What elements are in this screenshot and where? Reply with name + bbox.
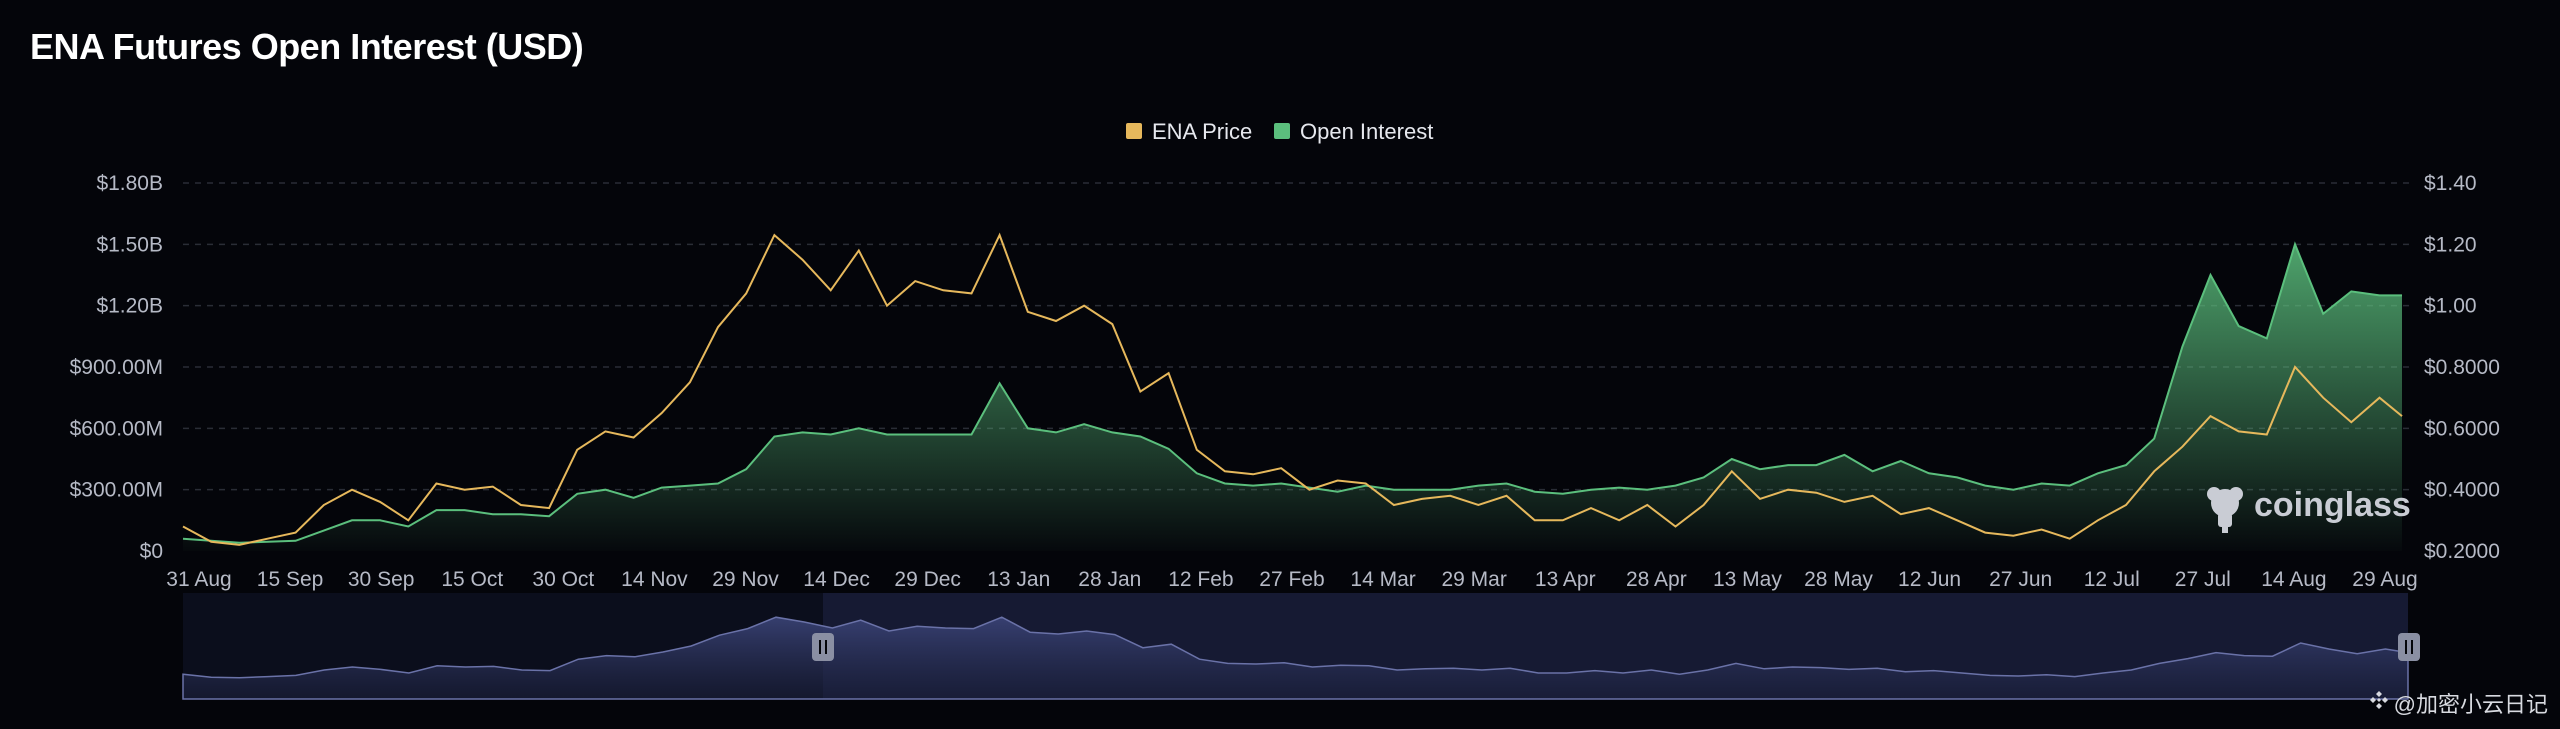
- x-tick-label: 13 May: [1713, 568, 1782, 591]
- ena-price-line: [182, 232, 2403, 546]
- x-tick-label: 30 Oct: [532, 568, 594, 591]
- right-tick-label: $1.40: [2424, 172, 2477, 195]
- left-tick-label: $0: [140, 540, 163, 563]
- left-tick-label: $1.80B: [96, 172, 163, 195]
- grid-lines: [183, 182, 2410, 491]
- navigator-handle-left[interactable]: [812, 633, 834, 661]
- x-tick-label: 28 Jan: [1078, 568, 1141, 591]
- right-tick-label: $0.8000: [2424, 356, 2500, 379]
- x-tick-label: 31 Aug: [166, 568, 231, 591]
- navigator-area: [182, 616, 2409, 700]
- x-tick-label: 27 Jun: [1989, 568, 2052, 591]
- x-tick-label: 29 Nov: [712, 568, 779, 591]
- x-tick-label: 27 Jul: [2175, 568, 2231, 591]
- x-tick-label: 15 Oct: [441, 568, 503, 591]
- x-tick-label: 14 Nov: [621, 568, 688, 591]
- x-tick-label: 12 Feb: [1168, 568, 1233, 591]
- coinglass-logo: coinglass: [2207, 486, 2411, 533]
- x-tick-label: 28 Apr: [1626, 568, 1687, 591]
- right-axis: $0.2000 $0.4000 $0.6000 $0.8000 $1.00 $1.20 $1…: [2424, 172, 2500, 563]
- right-tick-label: $0.6000: [2424, 417, 2500, 440]
- x-tick-label: 15 Sep: [257, 568, 324, 591]
- legend-label-price: ENA Price: [1152, 119, 1252, 144]
- left-axis: $0 $300.00M $600.00M $900.00M $1.20B $1.50B $1…: [70, 172, 163, 563]
- legend-swatch-open-interest: [1274, 123, 1290, 139]
- left-tick-label: $1.50B: [96, 233, 163, 256]
- legend-item-price[interactable]: ENA Price: [1126, 119, 1252, 144]
- right-tick-label: $1.00: [2424, 295, 2477, 318]
- legend-label-open-interest: Open Interest: [1300, 119, 1433, 144]
- left-tick-label: $900.00M: [70, 356, 163, 379]
- left-tick-label: $1.20B: [96, 295, 163, 318]
- legend-swatch-price: [1126, 123, 1142, 139]
- range-navigator[interactable]: [182, 593, 2420, 700]
- right-tick-label: $0.4000: [2424, 479, 2500, 502]
- x-tick-label: 12 Jun: [1898, 568, 1961, 591]
- x-tick-label: 14 Aug: [2261, 568, 2326, 591]
- x-tick-label: 13 Jan: [987, 568, 1050, 591]
- watermark-text: @加密小云日记: [2393, 692, 2548, 717]
- x-tick-label: 29 Dec: [894, 568, 961, 591]
- x-tick-label: 28 May: [1804, 568, 1873, 591]
- right-tick-label: $0.2000: [2424, 540, 2500, 563]
- page-title: ENA Futures Open Interest (USD): [30, 26, 584, 67]
- binance-icon: [2368, 689, 2390, 717]
- coinglass-icon: [2207, 487, 2243, 533]
- brand-name: coinglass: [2254, 486, 2411, 524]
- open-interest-area: [183, 244, 2402, 552]
- x-tick-label: 14 Dec: [803, 568, 870, 591]
- x-tick-label: 13 Apr: [1535, 568, 1596, 591]
- x-tick-label: 29 Aug: [2352, 568, 2417, 591]
- open-interest-line: [182, 241, 2402, 544]
- watermark: @加密小云日记: [2368, 687, 2548, 719]
- x-tick-label: 30 Sep: [348, 568, 415, 591]
- legend-item-open-interest[interactable]: Open Interest: [1274, 119, 1433, 144]
- x-tick-label: 27 Feb: [1259, 568, 1324, 591]
- x-axis: 31 Aug 15 Sep 30 Sep 15 Oct 30 Oct 14 Nov 29 N…: [166, 568, 2417, 591]
- right-tick-label: $1.20: [2424, 233, 2477, 256]
- left-tick-label: $600.00M: [70, 417, 163, 440]
- navigator-handle-right[interactable]: [2398, 633, 2420, 661]
- x-tick-label: 29 Mar: [1441, 568, 1506, 591]
- x-tick-label: 14 Mar: [1350, 568, 1415, 591]
- legend: ENA Price Open Interest: [1126, 119, 1433, 144]
- left-tick-label: $300.00M: [70, 479, 163, 502]
- x-tick-label: 12 Jul: [2084, 568, 2140, 591]
